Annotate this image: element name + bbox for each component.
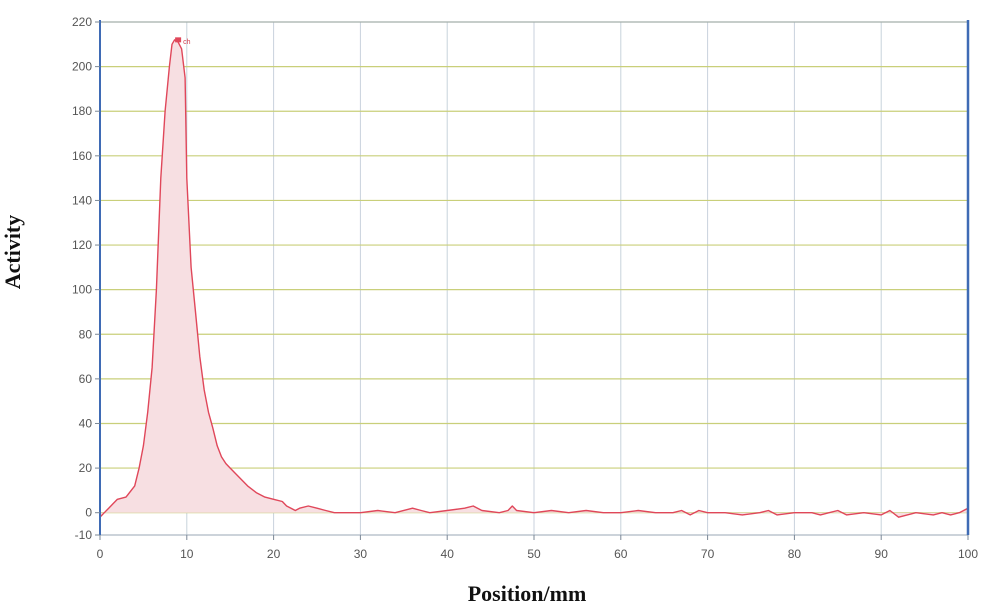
y-tick-label: 180: [72, 104, 92, 118]
y-tick-label: 80: [79, 327, 93, 341]
x-tick-label: 70: [701, 547, 715, 561]
x-tick-label: 80: [788, 547, 802, 561]
series-area-fill: [100, 39, 968, 518]
x-tick-label: 60: [614, 547, 628, 561]
x-axis-title: Position/mm: [468, 581, 587, 606]
y-tick-label: 220: [72, 15, 92, 29]
x-tick-label: 100: [958, 547, 978, 561]
x-tick-label: 50: [527, 547, 541, 561]
y-tick-label: 200: [72, 60, 92, 74]
plot-frame: [95, 20, 970, 540]
plot-area: ch: [99, 37, 969, 518]
series-line: [99, 39, 969, 518]
peak-label: ch: [183, 39, 191, 46]
y-tick-label: 100: [72, 283, 92, 297]
y-tick-label: 0: [85, 506, 92, 520]
y-tick-label: 160: [72, 149, 92, 163]
x-tick-label: 40: [441, 547, 455, 561]
x-tick-label: 10: [180, 547, 194, 561]
y-tick-label: 120: [72, 238, 92, 252]
y-axis-title: Activity: [0, 215, 25, 290]
y-tick-label: 60: [79, 372, 93, 386]
tick-labels: 0 10 20 30 40 50 60 70 80 90 100 -10 0 20 40 60 80 100 120…: [72, 15, 978, 561]
x-tick-label: 90: [875, 547, 889, 561]
y-tick-label: 140: [72, 193, 92, 207]
x-tick-label: 30: [354, 547, 368, 561]
peak-marker: [175, 37, 182, 43]
x-tick-label: 20: [267, 547, 281, 561]
y-tick-label: 40: [79, 416, 93, 430]
x-tick-label: 0: [97, 547, 104, 561]
grid-lines: [100, 21, 968, 535]
y-tick-label: -10: [75, 528, 93, 542]
y-tick-label: 20: [79, 461, 93, 475]
